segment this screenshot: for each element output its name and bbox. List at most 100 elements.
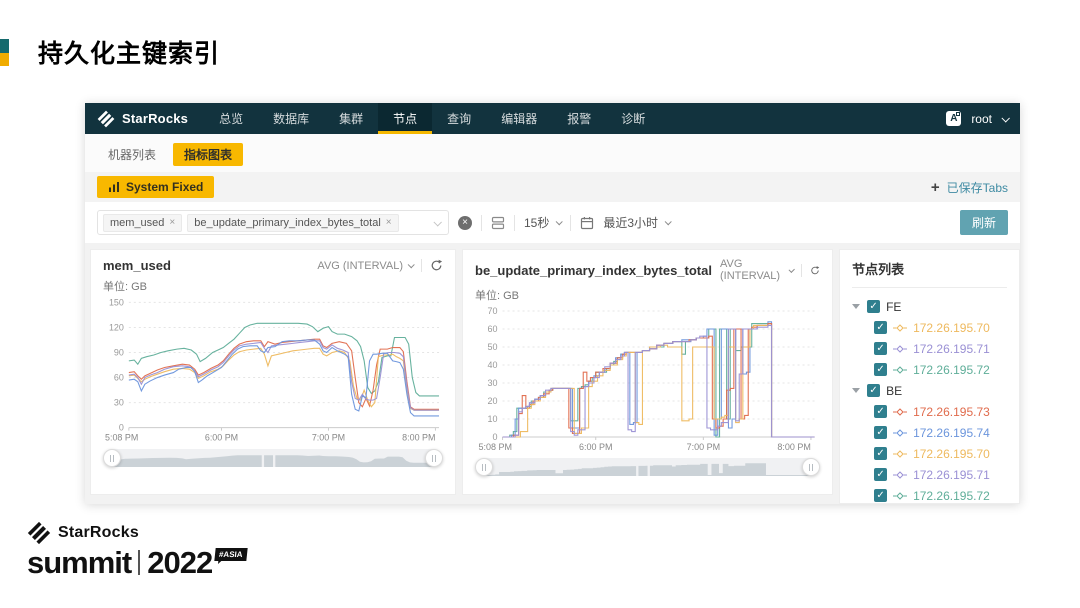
data-zoom-slider[interactable]	[475, 457, 821, 477]
time-range-dropdown[interactable]: 最近3小时	[603, 214, 672, 231]
metric-tag[interactable]: be_update_primary_index_bytes_total ×	[187, 213, 399, 232]
nav-item-editor[interactable]: 编辑器	[501, 112, 538, 126]
chart-title: be_update_primary_index_bytes_total	[475, 262, 712, 278]
refresh-icon[interactable]	[430, 259, 443, 272]
tab-metric-charts[interactable]: 指标图表	[173, 143, 244, 166]
interval-dropdown[interactable]: 15秒	[524, 214, 564, 231]
system-fixed-label: System Fixed	[126, 180, 204, 194]
metric-tag[interactable]: mem_used ×	[103, 213, 183, 232]
chevron-down-icon	[407, 261, 415, 269]
aggregation-label: AVG (INTERVAL)	[719, 258, 781, 282]
chevron-down-icon[interactable]	[1001, 113, 1010, 123]
summit-brand-row: StarRocks	[27, 521, 247, 545]
refresh-button[interactable]: 刷新	[959, 210, 1008, 235]
user-menu-label[interactable]: root	[971, 111, 992, 126]
nav-item-overview[interactable]: 总览	[219, 112, 244, 126]
tabs-row: 机器列表 指标图表	[85, 134, 1020, 172]
node-row[interactable]: ✓ 172.26.195.72	[852, 361, 1007, 378]
nav-item-databases[interactable]: 数据库	[273, 112, 310, 126]
checkbox-checked[interactable]: ✓	[874, 321, 888, 334]
nav-item-queries[interactable]: 查询	[447, 112, 472, 126]
aggregation-dropdown[interactable]: AVG (INTERVAL)	[719, 258, 796, 282]
slider-track[interactable]	[484, 458, 812, 476]
node-tree: ✓ FE ✓ 172.26.195.70 ✓ 172.26.195.71	[852, 298, 1007, 503]
saved-tabs-label[interactable]: 已保存Tabs	[946, 180, 1008, 195]
nav-item-cluster[interactable]: 集群	[339, 112, 364, 126]
caret-down-icon[interactable]	[852, 388, 861, 393]
divider	[570, 214, 572, 231]
layout-icon[interactable]	[491, 216, 505, 230]
svg-text:40: 40	[488, 360, 498, 370]
bar-chart-icon	[109, 182, 119, 192]
node-row[interactable]: ✓ 172.26.195.70	[852, 445, 1007, 462]
slider-handle-right[interactable]	[425, 449, 443, 467]
close-icon[interactable]: ×	[385, 217, 392, 228]
caret-down-icon[interactable]	[852, 304, 861, 309]
saved-tabs[interactable]: + 已保存Tabs	[931, 179, 1008, 196]
aggregation-dropdown[interactable]: AVG (INTERVAL)	[317, 259, 415, 272]
divider	[421, 259, 422, 272]
node-row[interactable]: ✓ 172.26.195.71	[852, 340, 1007, 357]
line-chart-mem-used[interactable]: 0 30 60 90 120 150 5:08 PM 6:00 PM 7:00 PM 8:00 P…	[103, 294, 443, 446]
checkbox-checked[interactable]: ✓	[874, 468, 888, 481]
node-row[interactable]: ✓ 172.26.195.70	[852, 319, 1007, 336]
summit-logo: StarRocks summit 2022 #ASIA	[27, 521, 248, 580]
node-ip-label: 172.26.195.72	[913, 362, 990, 377]
clear-selection-button[interactable]: ×	[458, 215, 472, 230]
summit-title-row: summit 2022 #ASIA	[27, 545, 248, 580]
brand[interactable]: StarRocks	[97, 103, 188, 134]
language-icon[interactable]: A	[946, 111, 962, 126]
svg-text:50: 50	[488, 342, 498, 352]
navbar: StarRocks 总览 数据库 集群 节点 查询 编辑器 报警 诊断 A ro…	[85, 103, 1020, 134]
node-row[interactable]: ✓ 172.26.195.74	[852, 424, 1007, 441]
node-group-fe[interactable]: ✓ FE	[852, 298, 1007, 315]
summit-word: summit	[27, 545, 132, 580]
svg-text:20: 20	[488, 396, 498, 406]
chart-header: be_update_primary_index_bytes_total AVG …	[475, 258, 820, 282]
plus-icon[interactable]: +	[930, 178, 940, 196]
tab-machine-list[interactable]: 机器列表	[108, 148, 157, 162]
node-group-be[interactable]: ✓ BE	[852, 382, 1007, 399]
close-icon[interactable]: ×	[169, 217, 176, 228]
refresh-icon[interactable]	[810, 264, 820, 277]
series-marker-icon	[893, 491, 908, 500]
checkbox-checked[interactable]: ✓	[874, 405, 888, 418]
data-zoom-slider[interactable]	[103, 448, 443, 468]
summit-brand-name: StarRocks	[58, 524, 139, 541]
svg-text:60: 60	[488, 324, 498, 334]
svg-text:6:00 PM: 6:00 PM	[205, 433, 238, 443]
checkbox-checked[interactable]: ✓	[874, 447, 888, 460]
nav-item-alerts[interactable]: 报警	[567, 112, 592, 126]
node-ip-label: 172.26.195.71	[913, 467, 990, 482]
slider-track[interactable]	[112, 449, 434, 467]
checkbox-checked[interactable]: ✓	[874, 342, 888, 355]
title-bullet-teal	[0, 38, 9, 54]
metric-select[interactable]: mem_used × be_update_primary_index_bytes…	[97, 210, 449, 235]
page-title: 持久化主键索引	[38, 40, 221, 68]
node-row[interactable]: ✓ 172.26.195.73	[852, 403, 1007, 420]
nav-item-diagnosis[interactable]: 诊断	[621, 112, 646, 126]
aggregation-label: AVG (INTERVAL)	[317, 259, 403, 272]
node-row[interactable]: ✓ 172.26.195.72	[852, 487, 1007, 503]
node-ip-label: 172.26.195.73	[913, 404, 990, 419]
slider-handle-left[interactable]	[103, 449, 121, 467]
divider	[138, 550, 141, 575]
series-marker-icon	[893, 428, 908, 437]
checkbox-checked[interactable]: ✓	[867, 300, 881, 313]
svg-text:0: 0	[119, 423, 124, 433]
checkbox-checked[interactable]: ✓	[867, 384, 881, 397]
slider-handle-left[interactable]	[475, 458, 493, 476]
checkbox-checked[interactable]: ✓	[874, 363, 888, 376]
svg-text:7:00 PM: 7:00 PM	[687, 442, 721, 452]
node-group-label: BE	[886, 383, 903, 398]
metric-tag-label: mem_used	[110, 216, 165, 229]
chart-unit-label: 单位: GB	[103, 281, 148, 293]
calendar-icon[interactable]	[580, 216, 594, 230]
system-fixed-button[interactable]: System Fixed	[97, 176, 215, 198]
nav-item-nodes[interactable]: 节点	[378, 103, 433, 134]
line-chart-primary-index-bytes[interactable]: 0 10 20 30 40 50 60 70 5:08 PM 6:00 PM 7:00 PM 8:00…	[475, 303, 820, 455]
checkbox-checked[interactable]: ✓	[874, 426, 888, 439]
checkbox-checked[interactable]: ✓	[874, 489, 888, 502]
node-row[interactable]: ✓ 172.26.195.71	[852, 466, 1007, 483]
slider-handle-right[interactable]	[802, 458, 821, 476]
